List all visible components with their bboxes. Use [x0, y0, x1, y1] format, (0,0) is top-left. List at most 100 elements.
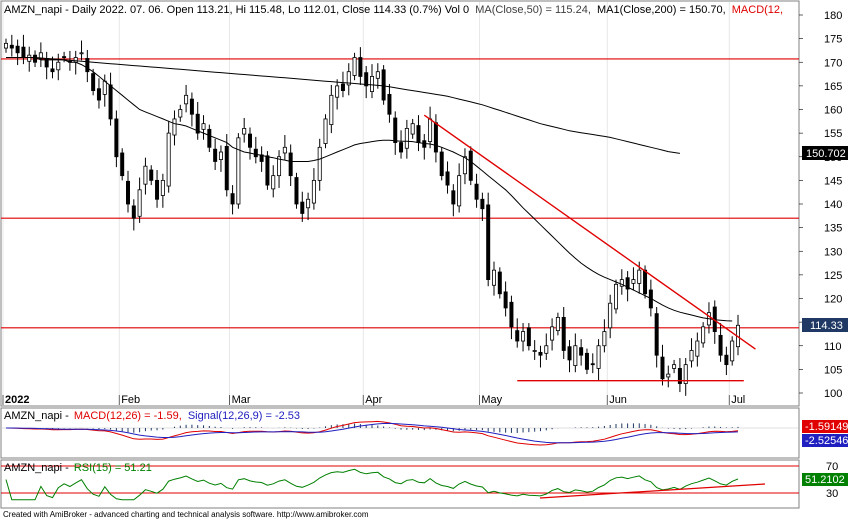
candle — [590, 353, 595, 374]
candle — [149, 165, 154, 186]
candle — [62, 51, 67, 63]
candle — [480, 192, 485, 222]
candle — [532, 340, 537, 360]
candle — [346, 63, 351, 96]
candle — [521, 323, 526, 352]
header-macd-cut: MACD(12, — [732, 4, 783, 16]
candle — [375, 63, 380, 89]
macd-ticker: AMZN_napi - — [4, 410, 69, 422]
svg-text:AMZN_napi - RSI(15) = 51: AMZN_napi - RSI(15) = 51.21 — [4, 462, 152, 474]
candle — [137, 177, 142, 223]
candle — [114, 110, 119, 168]
candle — [248, 127, 252, 160]
header-info: Daily 2022. 07. 06. Open 113.21, Hi 115.… — [72, 4, 469, 16]
candle — [195, 101, 200, 140]
rsi-y-tick-label: 30 — [826, 488, 838, 500]
rsi-ticker: AMZN_napi - — [4, 462, 69, 474]
candle — [166, 120, 171, 193]
candle — [79, 40, 84, 61]
price-y-tick-label: 170 — [824, 57, 842, 69]
candle — [282, 135, 287, 160]
month-label: Feb — [121, 394, 140, 406]
candle — [178, 104, 183, 122]
price-header: AMZN_napi - Daily 2022. 07. 06. Open 113… — [4, 4, 783, 16]
tag-signal: -2.52546 — [802, 434, 848, 447]
price-y-tick-label: 165 — [824, 81, 842, 93]
candlesticks — [4, 34, 740, 396]
ma50-line — [6, 57, 733, 322]
candle — [364, 66, 369, 99]
candle — [515, 318, 520, 348]
candle — [660, 344, 665, 386]
signal-label: Signal(12,26,9) = -2.53 — [188, 410, 300, 422]
rsi-y-tick-label: 70 — [826, 461, 838, 473]
candle — [329, 84, 334, 134]
rsi-panel: AMZN_napi - RSI(15) = 51.21 30 70 51.2102 — [0, 459, 848, 509]
candle — [96, 78, 101, 109]
tag-close: 114.33 — [802, 318, 848, 332]
candle — [288, 144, 293, 187]
price-y-tick-label: 155 — [824, 128, 842, 140]
candle — [15, 39, 20, 66]
candle — [538, 345, 543, 368]
price-grid — [2, 2, 730, 405]
candle — [160, 173, 165, 208]
candle — [503, 281, 508, 317]
footer-credit: Created with AmiBroker - advanced charti… — [3, 510, 369, 519]
candle — [730, 336, 735, 366]
candle — [184, 84, 189, 113]
price-y-tick-label: 135 — [824, 223, 842, 235]
candle — [294, 172, 299, 209]
price-y-tick-label: 110 — [824, 341, 842, 353]
candle — [567, 340, 572, 373]
tag-ma200: 150.702 — [802, 146, 848, 160]
candle — [550, 318, 555, 351]
candle — [201, 115, 206, 140]
candle — [555, 312, 560, 336]
candle — [451, 184, 456, 217]
candle — [672, 359, 677, 374]
svg-text:AMZN_napi -: AMZN_napi - Daily 2022. 07. 06. Open 113… — [4, 4, 783, 16]
candle — [317, 138, 322, 191]
candle — [474, 173, 479, 208]
candle — [271, 165, 276, 198]
price-y-tick-label: 100 — [824, 388, 842, 400]
candle — [311, 168, 316, 210]
candle — [172, 110, 177, 146]
candle — [230, 185, 235, 215]
macd-histogram — [11, 423, 739, 433]
candle — [544, 333, 549, 360]
candle — [677, 358, 682, 393]
candle — [218, 145, 223, 172]
candle — [253, 136, 258, 164]
candle — [625, 271, 630, 302]
trendline — [423, 114, 756, 350]
candle — [213, 138, 218, 170]
candle — [584, 348, 589, 375]
rsi-trendline — [539, 483, 766, 499]
tag-macd: -1.59149 — [802, 420, 848, 433]
candle — [457, 163, 462, 213]
macd-label: MACD(12,26) = -1.59, — [74, 410, 182, 422]
candle — [131, 199, 136, 231]
price-y-tick-label: 145 — [824, 175, 842, 187]
candle — [120, 148, 125, 181]
candle — [486, 192, 491, 287]
svg-text:114.33: 114.33 — [810, 320, 843, 332]
svg-text:AMZN_napi - MACD(12,26): AMZN_napi - MACD(12,26) = -1.59, Signal(… — [4, 410, 300, 422]
price-panel: 1001051101151201251301351401451501551601… — [0, 0, 848, 407]
macd-line — [5, 420, 739, 446]
rsi-label: RSI(15) = 51.21 — [74, 462, 152, 474]
price-y-tick-label: 120 — [824, 294, 842, 306]
candle — [126, 170, 130, 213]
price-y-axis: 1001051101151201251301351401451501551601… — [799, 10, 842, 400]
candle — [724, 346, 729, 376]
candle — [236, 133, 241, 209]
header-separator: - — [65, 4, 72, 16]
candle — [666, 365, 671, 388]
candle — [410, 118, 415, 139]
month-label: Apr — [365, 394, 382, 406]
candle — [393, 111, 398, 155]
candle — [526, 323, 531, 351]
candle — [358, 47, 363, 85]
